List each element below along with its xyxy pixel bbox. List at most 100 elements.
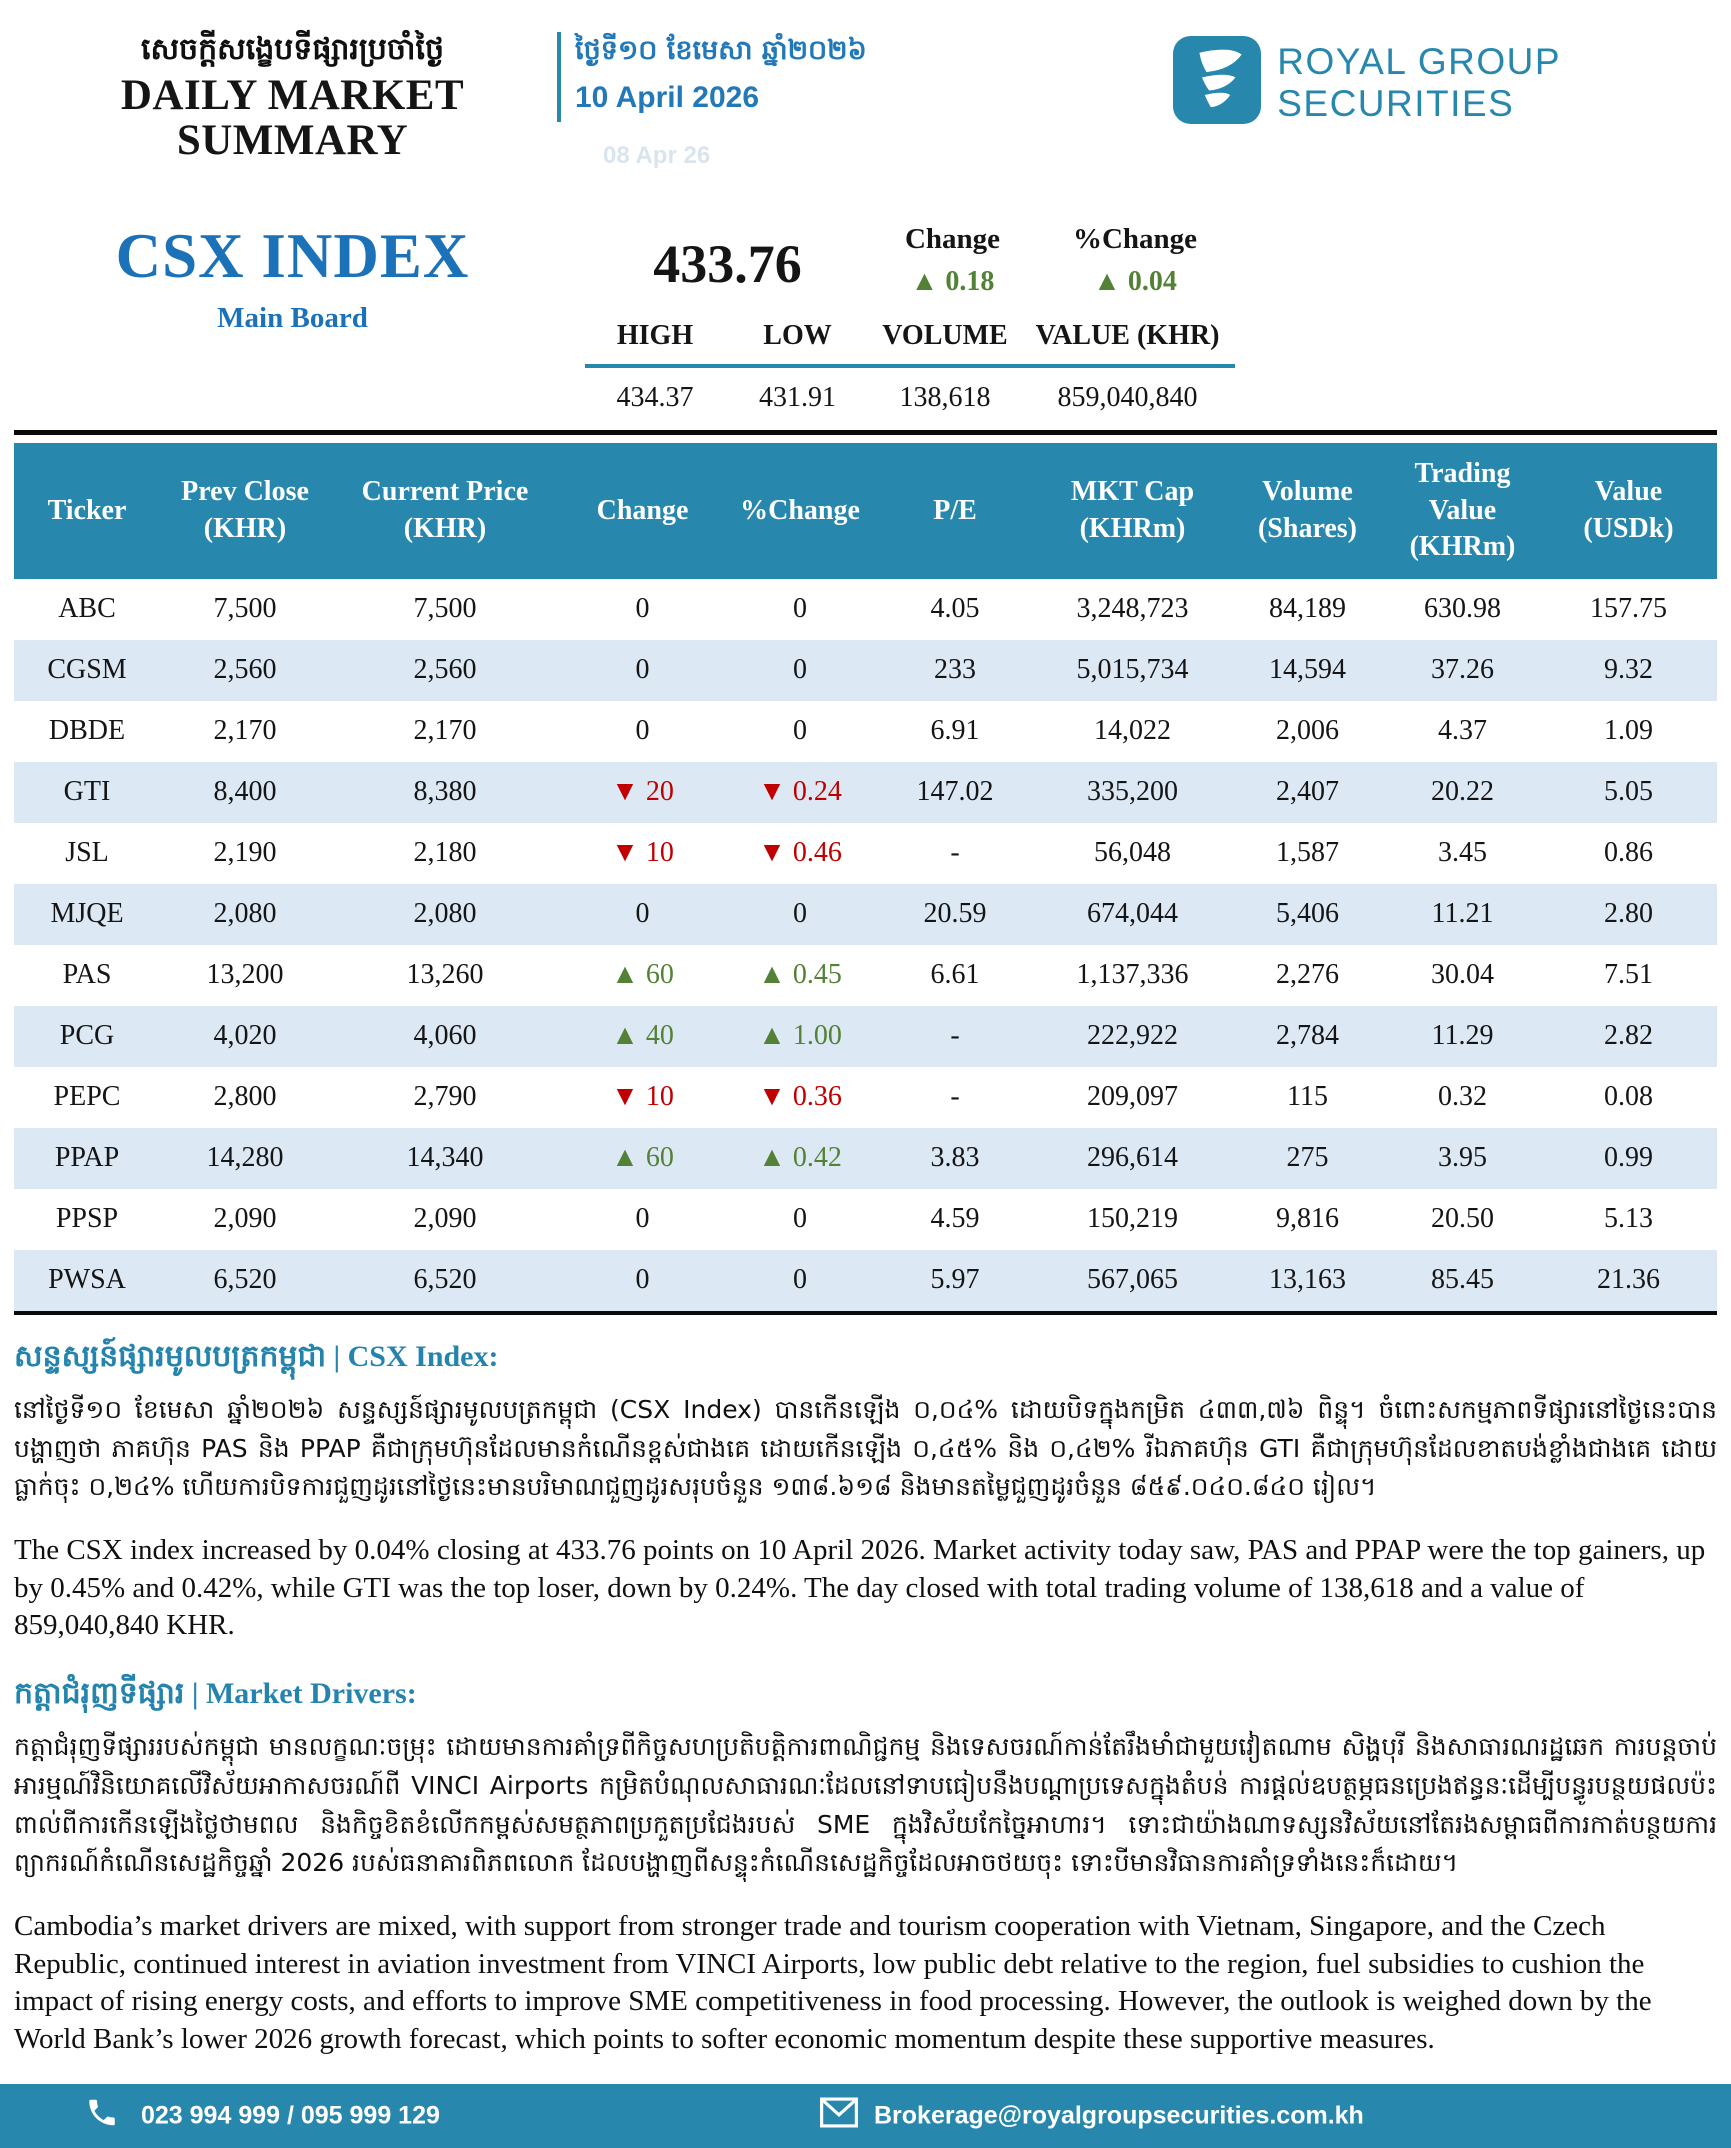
cell-change: 0 [635,898,650,930]
index-hlvv-values: 434.37 431.91 138,618 859,040,840 [585,368,1235,414]
company-name-line2: SECURITIES [1277,82,1515,124]
cell-value-khrm: 4.37 [1438,715,1487,747]
cell-ticker: DBDE [48,715,126,747]
volume-label: VOLUME [882,319,1008,351]
cell-value-khrm: 3.95 [1438,1142,1487,1174]
cell-pct-change: 0 [793,715,807,747]
table-row-PAS: PAS 13,200 13,260 ▲ 60 ▲ 0.45 6.61 1,137,336 2,… [14,945,1717,1006]
cell-volume: 9,816 [1276,1203,1339,1235]
table-row-PPAP: PPAP 14,280 14,340 ▲ 60 ▲ 0.42 3.83 296,614 275… [14,1127,1717,1189]
cell-current-price: 2,180 [413,837,477,869]
cell-volume: 115 [1287,1081,1328,1113]
table-row-MJQE: MJQE 2,080 2,080 0 0 20.59 674,044 5,406 11.21 2.… [14,883,1717,945]
cell-change: ▼ 10 [611,1081,674,1113]
cell-pct-change: ▲ 0.45 [758,959,842,991]
cell-current-price: 2,090 [413,1203,477,1235]
column-header-prev-close: Prev Close (KHR) [160,442,330,579]
cell-current-price: 6,520 [413,1264,477,1296]
cell-ticker: PWSA [48,1264,126,1296]
cell-ticker: PEPC [53,1081,121,1113]
cell-current-price: 13,260 [406,959,484,991]
cell-current-price: 2,560 [413,654,477,686]
pct-change-label: %Change [1072,222,1198,255]
cell-change: 0 [635,593,650,625]
date-block: ថ្ងៃទី១០ ខែមេសា ឆ្នាំ២០២៦ 10 April 2026 … [575,30,867,169]
up-triangle-icon: ▲ [1093,265,1121,297]
csx-body-english: The CSX index increased by 0.04% closing… [14,1534,1706,1642]
header: សេចក្តីសង្ខេបទីផ្សារប្រចាំថ្ងៃ DAILY MAR… [0,0,1731,169]
up-triangle-icon: ▲ [910,265,939,297]
stock-table-wrap: Ticker Prev Close (KHR) Current Price (KHR) C… [14,429,1717,1315]
cell-value-khrm: 3.45 [1438,837,1487,869]
cell-value-khrm: 30.04 [1431,959,1494,991]
cell-current-price: 8,380 [413,776,477,808]
cell-mkt-cap: 296,614 [1087,1142,1178,1174]
index-topline: 433.76 Change ▲ 0.18 %Change ▲ 0.04 [585,219,1245,298]
cell-volume: 2,006 [1276,715,1339,747]
index-hlvv-table: HIGH LOW VOLUME VALUE (KHR) 434.37 431.9… [585,320,1235,414]
stock-table-body: ABC 7,500 7,500 0 0 4.05 3,248,723 84,189 630.98… [14,579,1717,1311]
cell-prev-close: 14,280 [206,1142,284,1174]
table-row-ABC: ABC 7,500 7,500 0 0 4.05 3,248,723 84,189 630.98… [14,579,1717,640]
csx-section-title-latin: CSX Index: [347,1339,499,1373]
table-row-JSL: JSL 2,190 2,180 ▼ 10 ▼ 0.46 - 56,048 1,587 3.45 0… [14,823,1717,884]
drivers-body-khmer: កត្តាជំរុញទីផ្សាររបស់កម្ពុជា មានលក្ខណៈចម… [14,1732,1717,1878]
cell-pct-change: 0 [793,1203,807,1235]
cell-mkt-cap: 14,022 [1094,715,1171,747]
cell-current-price: 2,790 [413,1081,477,1113]
cell-pct-change: ▼ 0.46 [758,837,842,869]
cell-pct-change: 0 [793,593,807,625]
cell-prev-close: 2,090 [213,1203,277,1235]
cell-value-usdk: 0.86 [1604,837,1653,869]
cell-value-usdk: 0.99 [1604,1142,1653,1174]
cell-pct-change: 0 [793,1264,807,1296]
column-header-change: Change [560,442,725,579]
cell-change: 0 [635,1203,650,1235]
cell-volume: 2,407 [1276,776,1339,808]
date-watermark: 08 Apr 26 [603,142,711,169]
cell-value-usdk: 157.75 [1590,593,1667,625]
cell-ticker: PCG [59,1020,115,1052]
cell-ticker: PAS [62,959,112,991]
index-hlvv-header: HIGH LOW VOLUME VALUE (KHR) [585,320,1235,368]
cell-prev-close: 4,020 [213,1020,277,1052]
cell-value-khrm: 20.22 [1431,776,1494,808]
cell-prev-close: 8,400 [213,776,277,808]
table-row-GTI: GTI 8,400 8,380 ▼ 20 ▼ 0.24 147.02 335,200 2,40… [14,761,1717,823]
column-header-pct-change: %Change [725,442,875,579]
cell-prev-close: 2,800 [213,1081,277,1113]
index-pct-change-block: %Change ▲ 0.04 [1035,219,1235,298]
pct-change-value: ▲ 0.04 [1035,266,1235,298]
change-amount: 0.18 [945,265,995,297]
cell-value-usdk: 5.13 [1604,1203,1653,1235]
cell-pe: 6.91 [930,715,980,747]
column-header-value-khrm: Trading Value (KHRm) [1385,442,1540,579]
cell-value-khrm: 37.26 [1431,654,1494,686]
high-label: HIGH [616,319,694,351]
pct-change-amount: 0.04 [1127,265,1177,297]
cell-change: 0 [635,1264,650,1296]
cell-ticker: CGSM [47,654,127,686]
cell-value-khrm: 11.21 [1431,898,1494,930]
index-change-block: Change ▲ 0.18 [870,219,1035,298]
cell-volume: 14,594 [1269,654,1346,686]
csx-index-section: សន្ទស្សន៍ផ្សារមូលបត្រកម្ពុជា | CSX Index… [14,1337,1717,1645]
value-value: 859,040,840 [1057,381,1198,413]
cell-ticker: GTI [63,776,111,808]
title-separator: | [191,1677,199,1711]
cell-pe: - [950,1020,960,1052]
cell-value-khrm: 85.45 [1431,1264,1494,1296]
low-value: 431.91 [759,381,836,413]
report-date-english: 10 April 2026 [575,81,759,114]
cell-change: 0 [635,715,650,747]
cell-mkt-cap: 5,015,734 [1076,654,1189,686]
company-name: ROYAL GROUP SECURITIES [1277,41,1561,124]
cell-value-usdk: 2.80 [1604,898,1653,930]
cell-pe: - [950,1081,960,1113]
cell-mkt-cap: 56,048 [1094,837,1171,869]
index-name: CSX INDEX [115,220,470,291]
table-row-DBDE: DBDE 2,170 2,170 0 0 6.91 14,022 2,006 4.37 1.09 [14,701,1717,762]
cell-pct-change: ▲ 0.42 [758,1142,842,1174]
cell-volume: 275 [1286,1142,1329,1174]
cell-pe: - [950,837,960,869]
